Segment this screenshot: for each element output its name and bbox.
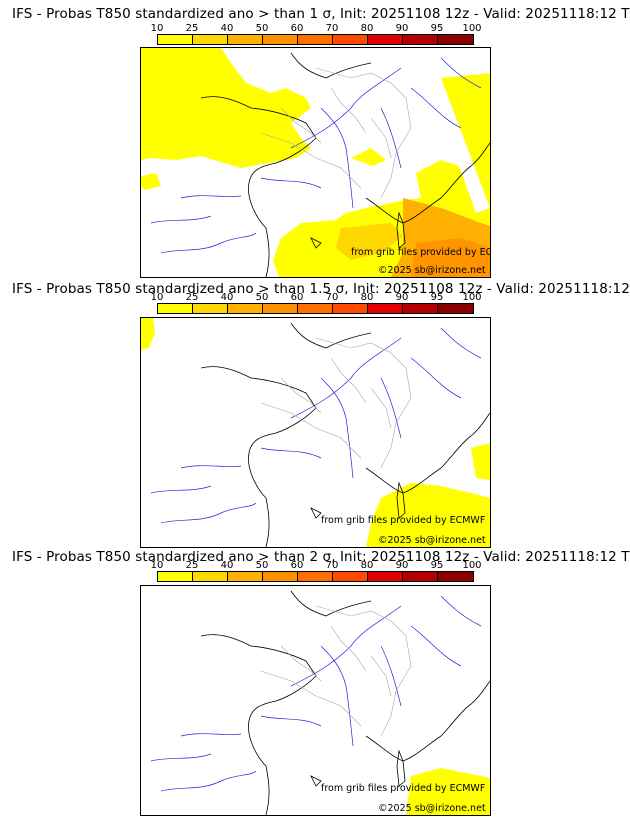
probability-shading (141, 318, 490, 547)
scale-label: 10 (150, 292, 164, 303)
scale-segment (368, 304, 403, 313)
scale-segment (228, 572, 263, 581)
coastline (200, 52, 490, 277)
scale-segment (193, 35, 228, 44)
scale-segment (403, 304, 438, 313)
scale-label: 90 (395, 23, 409, 34)
scale-label: 70 (325, 292, 339, 303)
panel-title: IFS - Probas T850 standardized ano > tha… (12, 549, 630, 565)
borders (260, 337, 412, 469)
scale-segment (368, 572, 403, 581)
map-canvas: from grib files provided by ECMWF ©2025 … (141, 318, 490, 547)
scale-segment (298, 304, 333, 313)
scale-bar (157, 303, 474, 314)
scale-label: 60 (290, 23, 304, 34)
scale-label: 90 (395, 560, 409, 571)
credit-text: from grib files provided by ECMWF (351, 247, 490, 258)
scale-label: 40 (220, 23, 234, 34)
copyright-text: ©2025 sb@irizone.net (378, 265, 486, 276)
scale-segment (263, 572, 298, 581)
map-frame: from grib files provided by ECMWF ©2025 … (140, 47, 491, 278)
scale-label: 95 (430, 23, 444, 34)
scale-label: 95 (430, 292, 444, 303)
panel-title: IFS - Probas T850 standardized ano > tha… (12, 281, 630, 297)
scale-segment (438, 304, 473, 313)
map-frame: from grib files provided by ECMWF ©2025 … (140, 317, 491, 548)
map-frame: from grib files provided by ECMWF ©2025 … (140, 585, 491, 816)
scale-label: 25 (185, 23, 199, 34)
scale-label: 50 (255, 23, 269, 34)
scale-segment (403, 35, 438, 44)
scale-segment (228, 35, 263, 44)
panel-title: IFS - Probas T850 standardized ano > tha… (12, 6, 630, 22)
panel-1sigma: IFS - Probas T850 standardized ano > tha… (0, 0, 630, 278)
borders (260, 67, 412, 199)
credit-text: from grib files provided by ECMWF (321, 783, 485, 794)
scale-label: 80 (360, 560, 374, 571)
rivers (150, 327, 482, 524)
scale-label: 25 (185, 560, 199, 571)
scale-segment (403, 572, 438, 581)
scale-label: 80 (360, 292, 374, 303)
scale-bar (157, 34, 474, 45)
scale-segment (333, 572, 368, 581)
scale-segment (298, 572, 333, 581)
scale-segment (333, 35, 368, 44)
scale-label: 60 (290, 560, 304, 571)
scale-label: 100 (462, 292, 482, 303)
scale-label: 50 (255, 292, 269, 303)
credit-text: from grib files provided by ECMWF (321, 515, 485, 526)
scale-label: 40 (220, 560, 234, 571)
scale-label: 70 (325, 560, 339, 571)
copyright-text: ©2025 sb@irizone.net (378, 535, 486, 546)
scale-segment (298, 35, 333, 44)
scale-segment (158, 304, 193, 313)
scale-label: 40 (220, 292, 234, 303)
probability-shading (406, 768, 490, 815)
scale-segment (438, 572, 473, 581)
panel-1-5sigma: IFS - Probas T850 standardized ano > tha… (0, 275, 630, 548)
scale-label: 90 (395, 292, 409, 303)
scale-label: 95 (430, 560, 444, 571)
map-canvas: from grib files provided by ECMWF ©2025 … (141, 48, 490, 277)
borders (260, 605, 412, 737)
scale-label: 80 (360, 23, 374, 34)
panel-2sigma: IFS - Probas T850 standardized ano > tha… (0, 544, 630, 820)
scale-segment (263, 35, 298, 44)
scale-label: 100 (462, 560, 482, 571)
scale-segment (438, 35, 473, 44)
scale-segment (158, 35, 193, 44)
scale-segment (263, 304, 298, 313)
scale-label: 70 (325, 23, 339, 34)
scale-label: 10 (150, 23, 164, 34)
probability-shading (141, 48, 490, 277)
scale-segment (193, 304, 228, 313)
scale-segment (228, 304, 263, 313)
map-canvas: from grib files provided by ECMWF ©2025 … (150, 590, 490, 815)
rivers (150, 595, 482, 792)
scale-label: 50 (255, 560, 269, 571)
scale-segment (368, 35, 403, 44)
scale-segment (158, 572, 193, 581)
scale-label: 10 (150, 560, 164, 571)
scale-bar (157, 571, 474, 582)
rivers (150, 57, 482, 254)
scale-label: 100 (462, 23, 482, 34)
scale-segment (193, 572, 228, 581)
coastline (200, 322, 490, 547)
scale-segment (333, 304, 368, 313)
scale-label: 25 (185, 292, 199, 303)
scale-label: 60 (290, 292, 304, 303)
coastline (200, 590, 490, 815)
copyright-text: ©2025 sb@irizone.net (378, 803, 486, 814)
